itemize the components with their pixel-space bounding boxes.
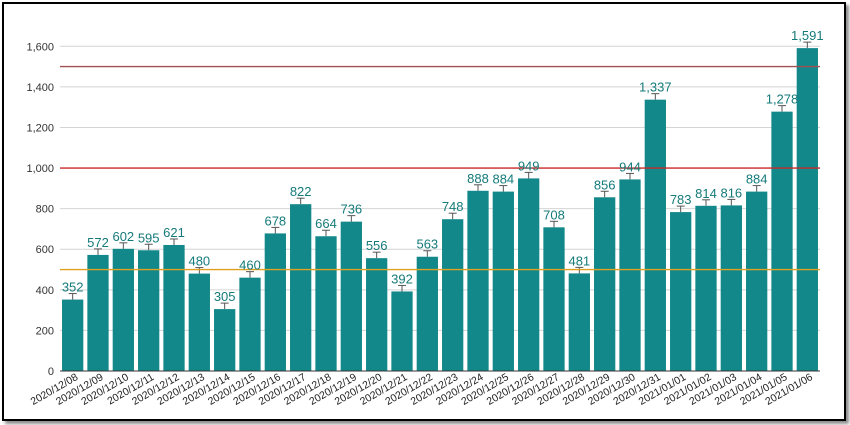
data-label: 664 bbox=[315, 216, 337, 231]
data-label: 621 bbox=[163, 225, 185, 240]
bar bbox=[442, 219, 464, 371]
y-tick-label: 1,400 bbox=[26, 82, 54, 94]
bar bbox=[138, 250, 160, 371]
bar bbox=[619, 179, 641, 371]
data-label: 856 bbox=[594, 177, 616, 192]
bar-chart: 0 200 400 600 800 1,000 1,200 1,400 1,600 352 572… bbox=[26, 28, 824, 408]
data-label: 949 bbox=[518, 158, 540, 173]
y-tick-label: 1,600 bbox=[26, 41, 54, 53]
data-label: 736 bbox=[340, 202, 362, 217]
bar bbox=[492, 191, 514, 371]
bar bbox=[366, 258, 388, 371]
bar bbox=[315, 236, 337, 371]
data-label: 708 bbox=[543, 207, 565, 222]
data-label: 556 bbox=[366, 238, 388, 253]
bar bbox=[391, 291, 413, 371]
data-label: 748 bbox=[442, 199, 464, 214]
data-label: 822 bbox=[290, 184, 312, 199]
data-label: 1,337 bbox=[639, 80, 672, 95]
y-axis-ticks: 0 200 400 600 800 1,000 1,200 1,400 1,600 bbox=[26, 41, 54, 378]
bar bbox=[188, 273, 210, 371]
bar bbox=[746, 191, 768, 371]
data-label: 783 bbox=[670, 192, 692, 207]
data-label: 1,278 bbox=[766, 92, 799, 107]
data-label: 352 bbox=[62, 280, 84, 295]
data-label: 563 bbox=[416, 237, 438, 252]
bar bbox=[467, 190, 489, 371]
bar bbox=[87, 254, 109, 371]
bars bbox=[62, 41, 818, 372]
reference-lines bbox=[60, 65, 820, 271]
bar bbox=[112, 248, 134, 371]
bar bbox=[771, 111, 793, 371]
x-axis-ticks: 2020/12/082020/12/092020/12/102020/12/11… bbox=[29, 371, 815, 408]
data-label: 814 bbox=[695, 186, 717, 201]
bar bbox=[340, 221, 362, 371]
data-label: 480 bbox=[188, 254, 210, 269]
bar bbox=[264, 233, 286, 371]
bar bbox=[568, 273, 590, 371]
data-label: 678 bbox=[264, 213, 286, 228]
bar bbox=[518, 178, 540, 371]
y-tick-label: 800 bbox=[36, 204, 54, 216]
data-label: 602 bbox=[112, 229, 134, 244]
data-label: 392 bbox=[391, 271, 413, 286]
y-tick-label: 1,000 bbox=[26, 163, 54, 175]
data-label: 944 bbox=[619, 159, 641, 174]
data-label: 1,591 bbox=[791, 28, 824, 43]
y-tick-label: 0 bbox=[48, 366, 54, 378]
bar bbox=[695, 205, 717, 371]
data-label: 305 bbox=[214, 289, 236, 304]
chart-frame: 0 200 400 600 800 1,000 1,200 1,400 1,600 352 572… bbox=[2, 2, 846, 421]
bar bbox=[644, 99, 666, 371]
data-label: 572 bbox=[87, 235, 109, 250]
data-label: 595 bbox=[138, 230, 160, 245]
bar bbox=[214, 309, 236, 371]
bar bbox=[290, 204, 312, 371]
y-tick-label: 400 bbox=[36, 285, 54, 297]
data-label: 884 bbox=[746, 172, 768, 187]
bar bbox=[796, 48, 818, 372]
bar bbox=[720, 205, 742, 371]
bar bbox=[594, 197, 616, 371]
bar bbox=[62, 299, 84, 371]
bar bbox=[670, 212, 692, 371]
data-label: 884 bbox=[492, 172, 514, 187]
data-label: 460 bbox=[239, 258, 261, 273]
y-tick-label: 200 bbox=[36, 325, 54, 337]
data-label: 816 bbox=[720, 185, 742, 200]
bar bbox=[543, 227, 565, 371]
data-label: 888 bbox=[467, 171, 489, 186]
y-tick-label: 600 bbox=[36, 244, 54, 256]
y-tick-label: 1,200 bbox=[26, 122, 54, 134]
bar bbox=[416, 256, 438, 371]
bar bbox=[163, 244, 185, 371]
bar bbox=[239, 277, 261, 371]
data-label: 481 bbox=[568, 253, 590, 268]
